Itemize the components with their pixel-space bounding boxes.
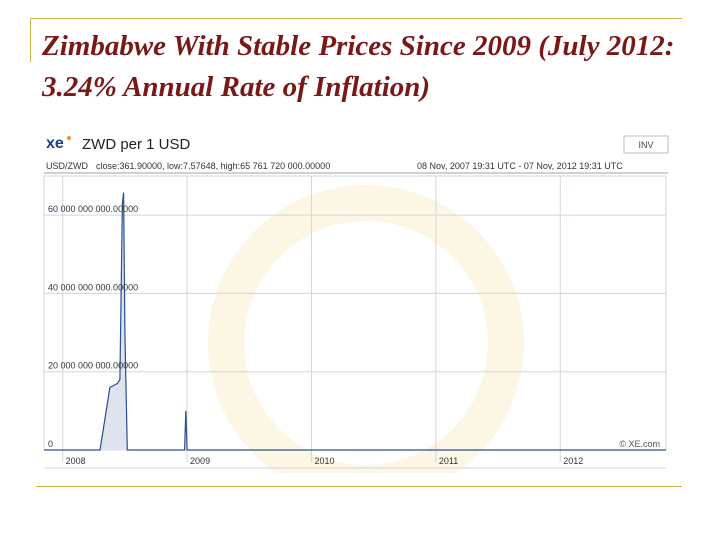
y-tick-label: 0 (48, 439, 53, 449)
xe-logo: xe (46, 135, 72, 152)
chart-panel: xe ZWD per 1 USD INV USD/ZWD close:361.9… (36, 128, 676, 473)
y-tick-label: 60 000 000 000.00000 (48, 204, 138, 214)
xe-logo-dot-icon (66, 135, 72, 141)
slide-frame-left (30, 18, 31, 62)
area-layer (44, 192, 666, 450)
y-tick-label: 40 000 000 000.00000 (48, 282, 138, 292)
date-range: 08 Nov, 2007 19:31 UTC - 07 Nov, 2012 19… (417, 161, 623, 171)
pair-title: ZWD per 1 USD (82, 136, 191, 153)
series-area (44, 192, 666, 450)
x-tick-label: 2008 (66, 456, 86, 466)
slide-title: Zimbabwe With Stable Prices Since 2009 (… (42, 30, 675, 103)
slide-frame-top (30, 18, 682, 19)
xe-watermark-icon (208, 185, 524, 473)
pair-stats: close:361.90000, low:7.57648, high:65 76… (96, 161, 330, 171)
chart-svg: xe ZWD per 1 USD INV USD/ZWD close:361.9… (43, 135, 669, 473)
line-layer (44, 192, 666, 451)
y-tick-labels: 0 20 000 000 000.00000 40 000 000 000.0000… (48, 204, 138, 449)
xe-logo-text: xe (46, 135, 64, 152)
x-tick-label: 2012 (563, 456, 583, 466)
inv-button[interactable] (623, 135, 669, 154)
x-tick-label: 2011 (439, 456, 458, 466)
x-tick-label: 2009 (190, 456, 210, 466)
pair-code: USD/ZWD (46, 161, 88, 171)
series-line (44, 192, 666, 451)
xe-copyright: © XE.com (619, 439, 660, 449)
inv-button-label: INV (638, 140, 653, 150)
y-tick-label: 20 000 000 000.00000 (48, 361, 138, 371)
x-tick-labels: 2008 2009 2010 2011 2012 (66, 456, 584, 466)
x-tick-label: 2010 (314, 456, 334, 466)
slide-frame-bottom (36, 486, 682, 487)
